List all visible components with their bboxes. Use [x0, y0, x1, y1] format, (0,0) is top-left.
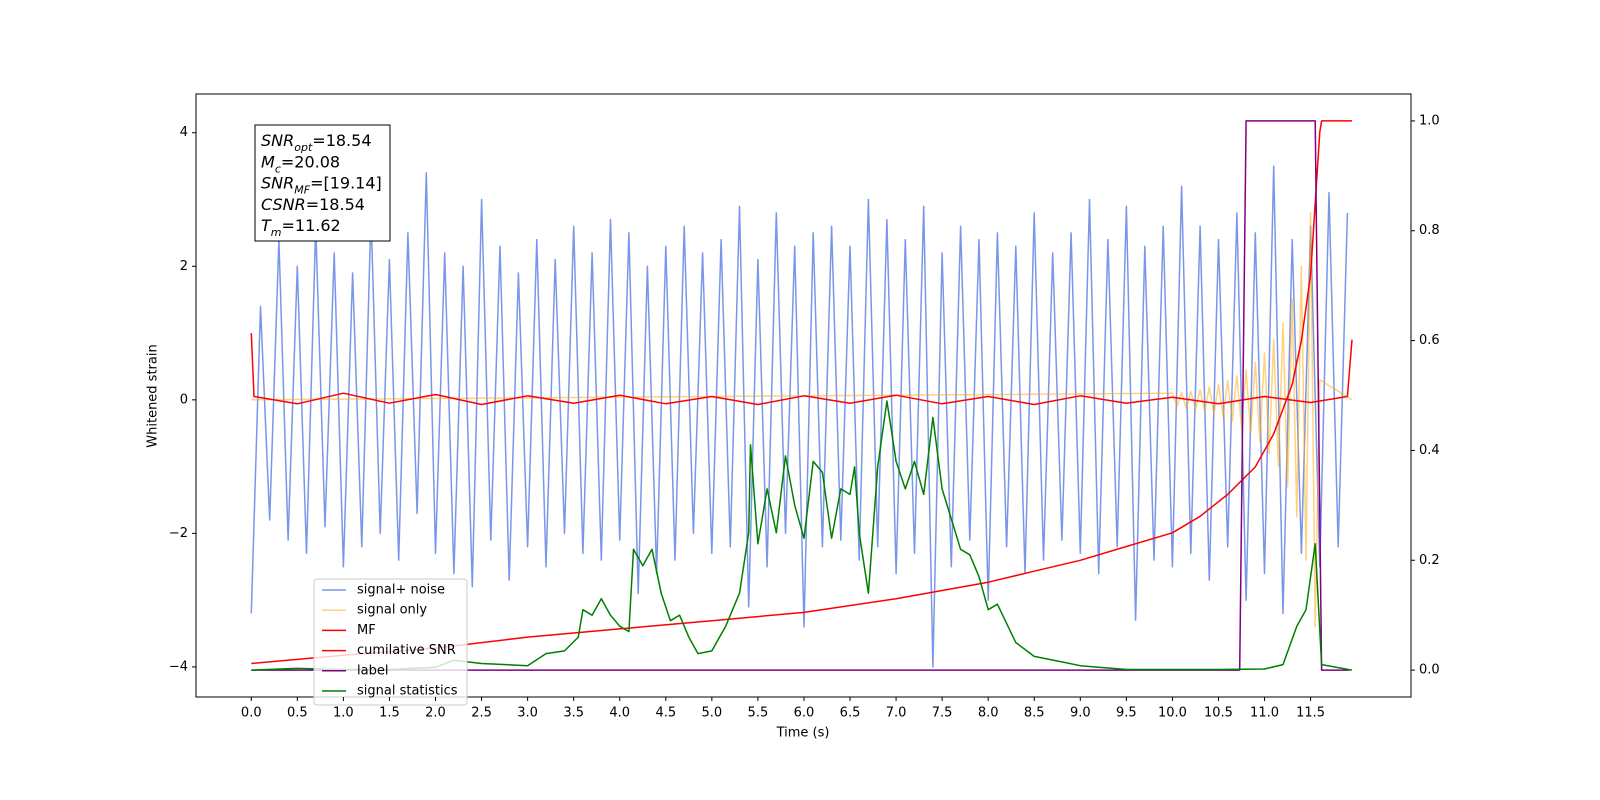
legend-label: signal statistics	[357, 684, 458, 699]
x-axis-label: Time (s)	[776, 726, 830, 741]
annotation-main: SNR	[261, 131, 294, 150]
annotation-line: CSNR=18.54	[261, 194, 365, 213]
x-tick-label: 8.5	[1024, 706, 1045, 721]
y2-tick-label: 0.2	[1419, 553, 1440, 568]
annotation-value: =18.54	[312, 131, 371, 150]
annotation-main: T	[261, 216, 272, 235]
y-axis-label: Whitened strain	[146, 344, 161, 447]
legend-label: cumilative SNR	[357, 643, 456, 658]
y2-tick-label: 0.0	[1419, 663, 1440, 678]
x-tick-label: 11.5	[1296, 706, 1325, 721]
x-tick-label: 4.5	[655, 706, 676, 721]
x-tick-label: 0.0	[241, 706, 262, 721]
y-tick-label: −4	[169, 659, 188, 674]
x-tick-label: 7.5	[932, 706, 953, 721]
series-line	[250, 165, 1349, 668]
legend-label: signal only	[357, 603, 427, 618]
legend-items: signal+ noise signal only MF cumilative SNR…	[322, 583, 458, 699]
annotation-value: =18.54	[306, 194, 365, 213]
annotation-main: CSNR	[261, 194, 306, 213]
x-tick-label: 0.5	[287, 706, 308, 721]
series-line	[251, 212, 1353, 628]
annotation-sub: m	[271, 226, 282, 239]
annotation-line: Tm=11.62	[261, 216, 341, 239]
annotation-main: SNR	[261, 173, 294, 192]
x-tick-label: 5.5	[748, 706, 769, 721]
legend-label: label	[357, 663, 388, 678]
x-tick-label: 7.0	[886, 706, 907, 721]
annotation-sub: c	[275, 162, 281, 175]
x-tick-label: 3.0	[517, 706, 538, 721]
annotation-main: M	[261, 152, 275, 171]
series-line	[251, 120, 1350, 671]
y-tick-label: 2	[180, 259, 188, 274]
x-tick-label: 2.0	[425, 706, 446, 721]
legend	[313, 578, 468, 706]
annotation-line: SNRopt=18.54	[261, 131, 372, 154]
annotation-box	[254, 124, 391, 242]
plot-area	[250, 120, 1353, 671]
x-tick-label: 4.0	[609, 706, 630, 721]
annotation-value: =20.08	[281, 152, 340, 171]
x-tick-label: 8.0	[978, 706, 999, 721]
x-tick-label: 11.0	[1250, 706, 1279, 721]
x-tick-label: 1.5	[379, 706, 400, 721]
annotation-value: =11.62	[282, 216, 341, 235]
x-tick-label: 10.0	[1158, 706, 1187, 721]
series-line	[250, 333, 1353, 406]
annotation-line: SNRMF=[19.14]	[261, 173, 382, 196]
x-tick-label: 9.5	[1116, 706, 1137, 721]
y-tick-label: 0	[180, 392, 188, 407]
annotation-line: Mc=20.08	[261, 152, 340, 175]
annotation: SNRopt=18.54Mc=20.08SNRMF=[19.14]CSNR=18…	[261, 131, 382, 239]
x-tick-label: 2.5	[471, 706, 492, 721]
y2-tick-label: 1.0	[1419, 113, 1440, 128]
legend-label: signal+ noise	[357, 583, 445, 598]
x-tick-label: 6.0	[794, 706, 815, 721]
x-tick-label: 10.5	[1204, 706, 1233, 721]
annotation-sub: MF	[294, 183, 310, 196]
x-tick-label: 3.5	[563, 706, 584, 721]
x-tick-label: 6.5	[840, 706, 861, 721]
y-tick-label: −2	[169, 526, 188, 541]
annotation-sub: opt	[294, 141, 313, 154]
legend-label: MF	[357, 623, 376, 638]
y2-tick-label: 0.6	[1419, 333, 1440, 348]
x-tick-label: 9.0	[1070, 706, 1091, 721]
x-tick-label: 1.0	[333, 706, 354, 721]
annotation-value: =[19.14]	[310, 173, 382, 192]
x-tick-label: 5.0	[702, 706, 723, 721]
y2-tick-label: 0.4	[1419, 443, 1440, 458]
series-line	[251, 120, 1352, 665]
y2-tick-label: 0.8	[1419, 223, 1440, 238]
series-line	[251, 400, 1353, 671]
y-tick-label: 4	[180, 125, 188, 140]
